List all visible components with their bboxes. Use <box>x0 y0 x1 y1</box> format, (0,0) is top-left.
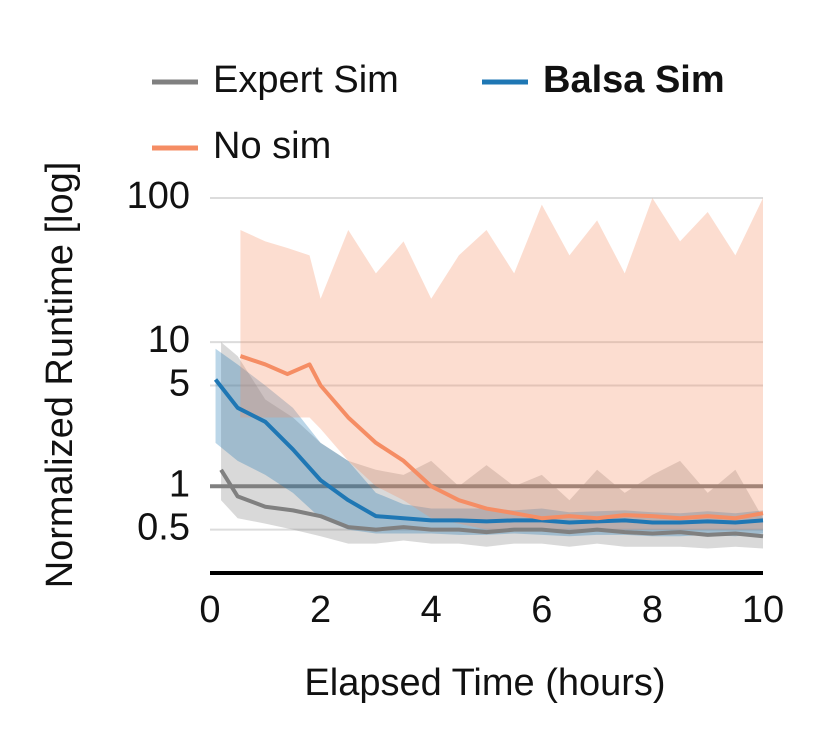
band <box>240 198 764 530</box>
line <box>239 354 764 521</box>
legend-label: No sim <box>213 125 331 167</box>
y-tick-label: 5 <box>169 363 190 405</box>
x-tick-label: 2 <box>310 589 331 631</box>
line <box>213 378 764 525</box>
x-tick-label: 10 <box>742 589 784 631</box>
y-tick-label: 10 <box>148 319 190 361</box>
x-axis-label: Elapsed Time (hours) <box>304 662 665 704</box>
legend-label: Expert Sim <box>213 59 399 101</box>
x-tick-label: 4 <box>421 589 442 631</box>
line <box>219 468 764 539</box>
x-tick-label: 8 <box>642 589 663 631</box>
x-tick-label: 6 <box>531 589 552 631</box>
y-tick-label: 100 <box>127 175 190 217</box>
x-tick-label: 0 <box>199 589 220 631</box>
legend-label: Balsa Sim <box>543 59 725 101</box>
band <box>215 348 763 537</box>
y-tick-label: 0.5 <box>137 507 190 549</box>
y-tick-label: 1 <box>169 463 190 505</box>
band <box>221 342 763 549</box>
y-axis-label: Normalized Runtime [log] <box>39 162 81 589</box>
